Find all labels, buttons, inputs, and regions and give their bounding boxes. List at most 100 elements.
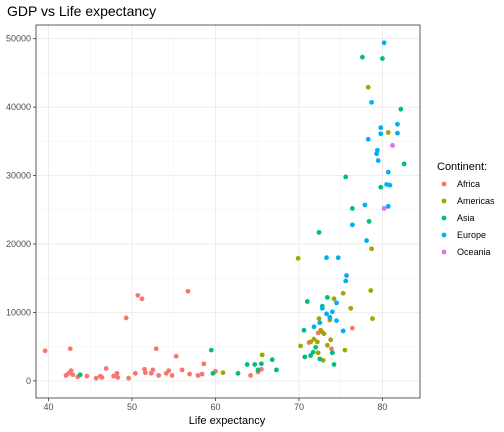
data-point	[308, 353, 314, 358]
legend-item-europe: Europe	[441, 230, 486, 240]
data-point	[329, 309, 335, 315]
chart-title: GDP vs Life expectancy	[7, 3, 156, 19]
data-point	[317, 320, 323, 326]
data-point	[366, 219, 372, 224]
data-point	[321, 331, 327, 337]
data-point	[375, 158, 381, 163]
data-point	[370, 316, 375, 322]
data-point	[302, 354, 308, 360]
data-point	[259, 352, 265, 358]
legend-swatch	[441, 198, 447, 204]
y-tick-label: 20000	[6, 239, 31, 249]
data-point	[340, 328, 346, 334]
data-point	[311, 324, 317, 330]
data-point	[324, 311, 329, 317]
data-point	[385, 130, 391, 135]
series-europe	[311, 40, 400, 334]
data-point	[380, 56, 385, 61]
legend-label: Europe	[457, 230, 486, 240]
data-point	[316, 316, 322, 322]
data-point	[316, 229, 322, 235]
data-point	[187, 371, 193, 377]
legend-swatch	[441, 181, 447, 187]
legend-label: Asia	[457, 213, 475, 223]
data-point	[150, 367, 156, 373]
series-americas	[220, 84, 391, 376]
y-tick-label: 50000	[6, 34, 31, 44]
data-point	[331, 362, 337, 367]
data-point	[295, 255, 301, 261]
data-point	[324, 255, 329, 261]
legend-swatch	[441, 215, 447, 221]
data-point	[93, 375, 99, 381]
data-point	[375, 147, 380, 153]
legend-label: Americas	[457, 196, 495, 206]
data-point	[385, 169, 391, 175]
data-point	[343, 174, 349, 180]
data-point	[342, 347, 348, 353]
data-point	[319, 305, 325, 311]
data-point	[329, 350, 335, 356]
data-point	[378, 125, 384, 131]
data-point	[395, 121, 400, 127]
legend-item-asia: Asia	[441, 213, 475, 223]
x-axis-title: Life expectancy	[189, 415, 266, 427]
data-point	[173, 353, 179, 359]
data-point	[114, 370, 120, 376]
data-point	[398, 106, 404, 112]
axes: 40 50 60 70 80 0 10000 20000 30000 40000 50000	[6, 24, 421, 412]
data-point	[378, 131, 384, 137]
data-point	[378, 184, 384, 190]
data-point	[68, 368, 74, 374]
series-africa	[42, 288, 355, 381]
data-point	[324, 342, 330, 348]
data-point	[369, 246, 374, 252]
data-point	[344, 273, 349, 278]
x-tick-label: 80	[377, 402, 387, 412]
data-point	[360, 54, 365, 60]
data-point	[235, 370, 241, 376]
data-point	[381, 206, 387, 211]
data-point	[317, 356, 323, 362]
data-point	[135, 292, 141, 298]
y-tick-label: 10000	[6, 307, 31, 317]
y-tick-label: 0	[26, 376, 31, 386]
data-point	[401, 161, 407, 167]
data-point	[195, 373, 201, 378]
x-tick-label: 50	[127, 402, 137, 412]
x-tick-label: 60	[210, 402, 220, 412]
data-point	[334, 300, 339, 306]
legend-item-americas: Americas	[441, 196, 495, 206]
data-point	[340, 290, 346, 296]
data-point	[269, 357, 275, 363]
data-point	[390, 143, 395, 148]
data-point	[365, 84, 371, 90]
data-point	[318, 327, 324, 333]
data-point	[248, 373, 253, 378]
data-point	[315, 350, 321, 356]
data-point	[142, 370, 148, 376]
data-point	[166, 368, 172, 374]
data-point	[314, 339, 320, 345]
data-point	[67, 346, 73, 352]
data-point	[364, 238, 369, 243]
data-point	[70, 372, 76, 378]
series-asia	[77, 54, 407, 378]
x-tick-label: 40	[44, 402, 54, 412]
data-point	[385, 203, 391, 209]
data-point	[308, 339, 314, 345]
legend: Continent: Africa Americas Asia Europe Ocean…	[437, 161, 495, 257]
data-point	[258, 361, 264, 367]
legend-label: Africa	[457, 179, 480, 189]
grid-lines	[36, 25, 420, 398]
data-point	[329, 346, 334, 352]
data-point	[368, 288, 374, 293]
legend-title: Continent:	[437, 161, 487, 173]
data-point	[153, 346, 159, 352]
data-point	[84, 373, 90, 379]
data-point	[126, 375, 132, 381]
data-point	[255, 367, 261, 373]
x-tick-label: 70	[294, 402, 304, 412]
data-point	[324, 294, 330, 300]
data-point	[169, 373, 175, 378]
